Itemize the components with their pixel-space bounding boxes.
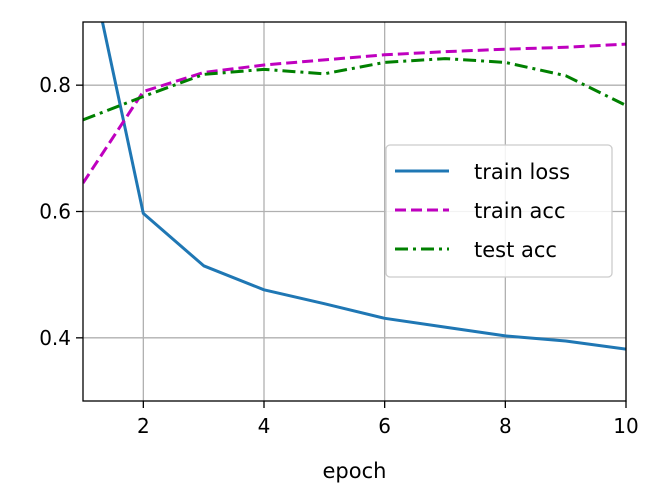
y-tick-label: 0.8 bbox=[39, 73, 71, 97]
series-line-test-acc bbox=[83, 57, 626, 122]
plot-area bbox=[83, 22, 626, 351]
legend: train loss train acc test acc bbox=[385, 144, 613, 278]
y-axis-ticks: 0.4 0.6 0.8 bbox=[39, 73, 83, 350]
legend-label-train-acc: train acc bbox=[474, 199, 566, 223]
x-tick-label: 6 bbox=[378, 414, 391, 438]
x-tick-label: 10 bbox=[613, 414, 638, 438]
x-axis-label: epoch bbox=[323, 459, 387, 483]
y-tick-label: 0.4 bbox=[39, 326, 71, 350]
series-line-train-loss bbox=[100, 22, 626, 351]
legend-box bbox=[385, 144, 613, 278]
x-tick-label: 8 bbox=[499, 414, 512, 438]
series-line-train-acc bbox=[83, 42, 626, 184]
legend-label-train-loss: train loss bbox=[474, 160, 570, 184]
x-tick-label: 4 bbox=[258, 414, 271, 438]
y-tick-label: 0.6 bbox=[39, 200, 71, 224]
x-axis-ticks: 2 4 6 8 10 bbox=[137, 401, 639, 438]
legend-label-test-acc: test acc bbox=[474, 238, 557, 262]
x-tick-label: 2 bbox=[137, 414, 150, 438]
